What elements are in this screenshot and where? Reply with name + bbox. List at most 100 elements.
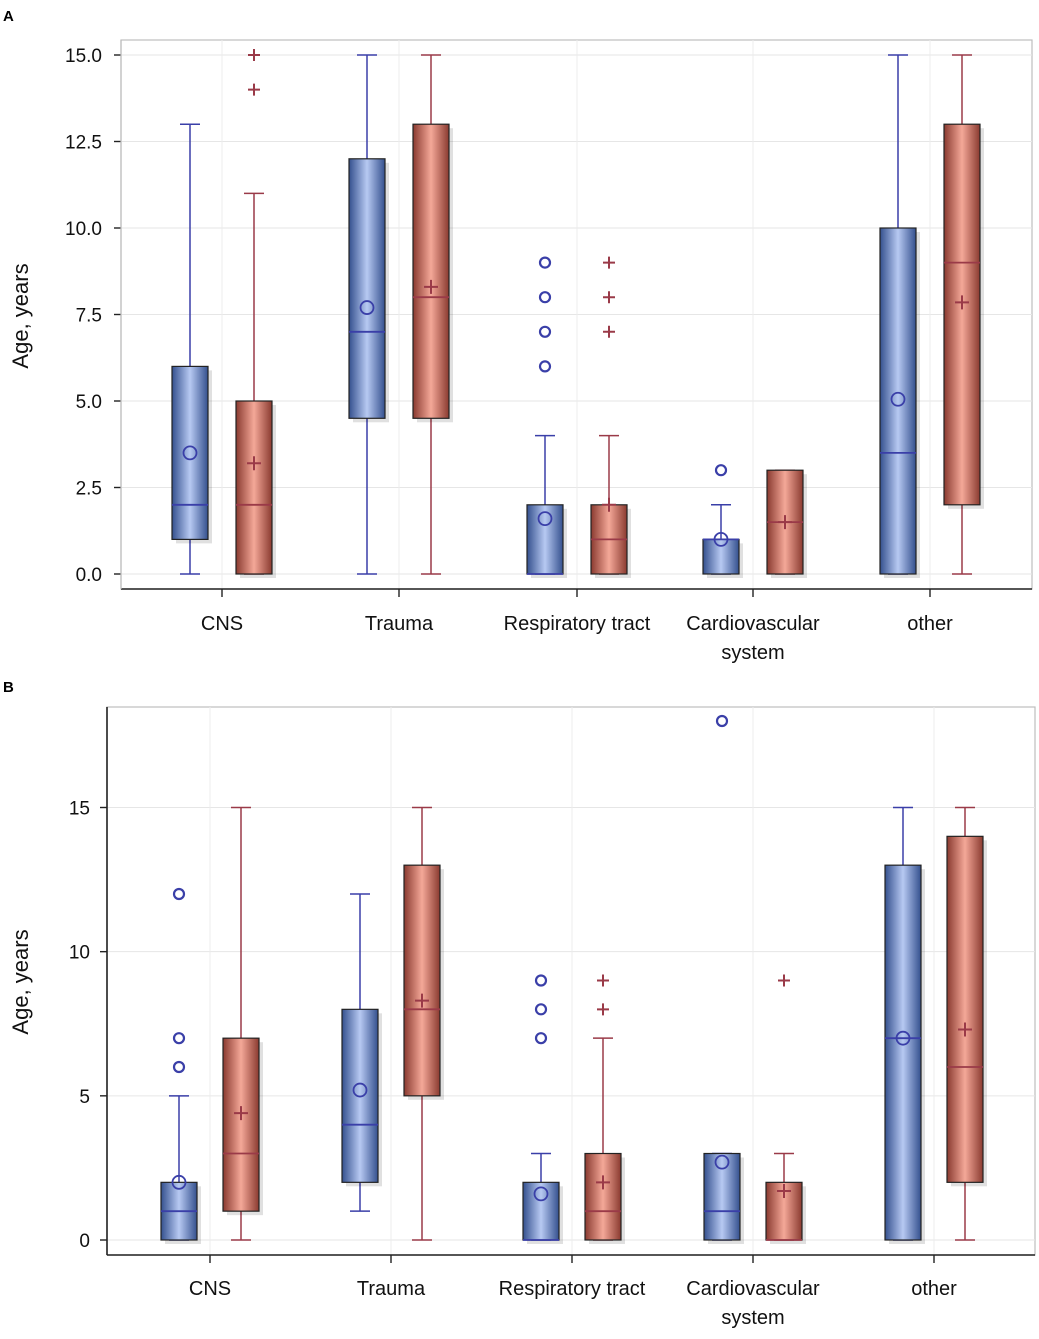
panel-a-box-blue bbox=[702, 464, 743, 578]
panel-a-outlier-point bbox=[603, 325, 615, 338]
panel-b-category-label-line: CNS bbox=[189, 1278, 231, 1300]
panel-b-box-blue bbox=[341, 893, 382, 1212]
panel-b-outlier-point bbox=[534, 1003, 548, 1016]
panel-a-box-red bbox=[235, 49, 276, 578]
panel-a-category-label-line: Cardiovascular bbox=[686, 613, 820, 635]
panel-a-box-red bbox=[943, 54, 984, 575]
panel-a-outlier-point bbox=[248, 49, 260, 61]
panel-a-category-label: other bbox=[907, 613, 953, 635]
panel-a-mean-marker bbox=[602, 497, 616, 512]
panel-a-y-tick-label: 10.0 bbox=[65, 219, 102, 240]
panel-b-box-blue bbox=[522, 974, 563, 1244]
panel-b-y-axis-title: Age, years bbox=[8, 929, 33, 1034]
panel-a-box-iqr bbox=[702, 538, 740, 575]
panel-b-mean-marker bbox=[714, 1154, 730, 1170]
panel-b-mean-marker bbox=[171, 1174, 187, 1190]
panel-b-category-label: Trauma bbox=[357, 1278, 426, 1300]
panel-b-mean-marker bbox=[415, 993, 429, 1008]
panel-b-outlier-point bbox=[534, 1032, 548, 1045]
panel-a-y-tick-label: 15.0 bbox=[65, 46, 102, 67]
panel-b-category-label: CNS bbox=[189, 1278, 231, 1300]
panel-b-mean-marker bbox=[596, 1175, 610, 1190]
panel-a-outlier-point bbox=[538, 256, 552, 269]
panel-b-outlier-point bbox=[715, 714, 729, 728]
panel-b-category-label-line: Trauma bbox=[357, 1278, 426, 1300]
panel-b-category-label: other bbox=[911, 1278, 957, 1300]
panel-a-mean-marker bbox=[182, 445, 198, 461]
panel-a-outlier-point bbox=[714, 464, 728, 477]
panel-b-box-red bbox=[222, 806, 263, 1241]
panel-a-box-iqr bbox=[412, 123, 450, 419]
panel-a-box-iqr bbox=[171, 365, 209, 540]
panel-a-box-blue bbox=[171, 123, 212, 575]
panel-b-mean-marker bbox=[533, 1186, 549, 1202]
panel-b-box-iqr bbox=[884, 864, 922, 1241]
panel-b-grid bbox=[107, 707, 1035, 1255]
panel-b-box-red bbox=[946, 806, 987, 1241]
panel-a-box-iqr bbox=[235, 400, 273, 575]
panel-a-outlier-point bbox=[248, 83, 260, 96]
panel-b-category-label-line: Cardiovascular bbox=[686, 1278, 820, 1300]
panel-a-box-red bbox=[766, 469, 807, 578]
panel-a-chart: A 0.0 2.5 5.0 7.5 10.0 12.5 15.0 CNS Trauma Resp… bbox=[3, 8, 1033, 664]
panel-a-mean-marker bbox=[890, 391, 906, 407]
panel-b-mean-marker bbox=[777, 1183, 791, 1198]
panel-b-mean-marker bbox=[895, 1030, 911, 1046]
panel-a-category-label-line: other bbox=[907, 613, 953, 635]
panel-a-box-iqr bbox=[348, 158, 386, 419]
panel-b-box-blue bbox=[160, 887, 201, 1244]
panel-b-category-label: Cardiovascular system bbox=[686, 1278, 820, 1329]
panel-b-box-iqr bbox=[703, 1152, 741, 1241]
panel-a-y-tick-label: 0.0 bbox=[76, 565, 102, 586]
panel-b-y-ticks: 0 5 10 15 bbox=[69, 799, 935, 1263]
panel-b-box-red bbox=[584, 974, 625, 1244]
panel-b-box-red bbox=[403, 806, 444, 1241]
panel-b-box-iqr bbox=[946, 835, 984, 1183]
panel-a-category-label-line: Respiratory tract bbox=[504, 613, 651, 635]
panel-b-outlier-point bbox=[597, 974, 609, 987]
panel-b-category-label-line: other bbox=[911, 1278, 957, 1300]
panel-b-box-blue bbox=[884, 806, 925, 1244]
panel-b-outlier-point bbox=[172, 1032, 186, 1045]
panel-b-category-labels: CNS Trauma Respiratory tract Cardiovascular… bbox=[189, 1278, 957, 1329]
panel-a-category-label: Trauma bbox=[365, 613, 434, 635]
panel-b-outlier-point bbox=[172, 887, 186, 901]
panel-b-label: B bbox=[3, 679, 14, 696]
panel-a-category-label: Cardiovascular system bbox=[686, 613, 820, 664]
panel-a-category-label-line: CNS bbox=[201, 613, 243, 635]
panel-a-box-iqr bbox=[879, 227, 917, 575]
panel-a-y-tick-label: 12.5 bbox=[65, 133, 102, 154]
panel-a-mean-marker bbox=[955, 295, 969, 310]
panel-a-y-axis-title: Age, years bbox=[8, 263, 33, 368]
panel-a-mean-marker bbox=[537, 511, 553, 527]
panel-a-box-iqr bbox=[943, 123, 981, 506]
panel-a-mean-marker bbox=[424, 279, 438, 294]
panel-a-box-blue bbox=[526, 256, 567, 578]
panel-b-chart: B 0 5 10 15 CNS Trauma Respiratory tract Cardi… bbox=[3, 679, 1036, 1329]
panel-b-mean-marker bbox=[352, 1082, 368, 1098]
panel-a-box-blue bbox=[348, 54, 389, 575]
panel-a-category-label: CNS bbox=[201, 613, 243, 635]
panel-a-box-iqr bbox=[526, 504, 564, 575]
panel-b-box-iqr bbox=[522, 1181, 560, 1241]
panel-a-mean-marker bbox=[778, 515, 792, 530]
panel-b-box-iqr bbox=[403, 864, 441, 1097]
panel-a-outlier-point bbox=[603, 256, 615, 269]
panel-a-category-label: Respiratory tract bbox=[504, 613, 651, 635]
panel-a-box-blue bbox=[879, 54, 920, 578]
panel-a-y-tick-label: 7.5 bbox=[76, 306, 102, 327]
panel-a-y-tick-label: 2.5 bbox=[76, 479, 102, 500]
panel-b-y-tick-label: 0 bbox=[79, 1231, 90, 1252]
panel-b-outlier-point bbox=[172, 1060, 186, 1074]
panel-b-box-red bbox=[765, 974, 806, 1244]
panel-a-box-red bbox=[412, 54, 453, 575]
panel-a-mean-marker bbox=[359, 300, 375, 315]
panel-b-box-iqr bbox=[222, 1037, 260, 1212]
panel-a-outlier-point bbox=[538, 360, 552, 373]
panel-a-category-label-line: Trauma bbox=[365, 613, 434, 635]
panel-b-outlier-point bbox=[534, 974, 548, 987]
panel-b-box-iqr bbox=[584, 1152, 622, 1241]
panel-a-outlier-point bbox=[538, 291, 552, 304]
panel-b-outlier-point bbox=[597, 1003, 609, 1016]
